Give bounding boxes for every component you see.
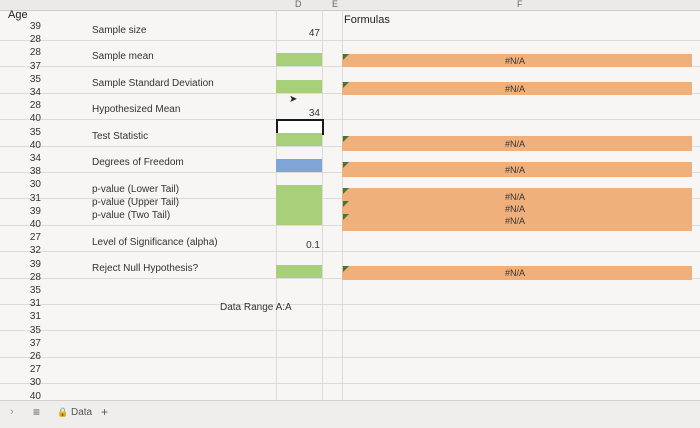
comment-marker-icon: [343, 214, 349, 220]
formula-p-lower-value: #N/A: [504, 192, 525, 202]
formula-dof-value: #N/A: [504, 165, 525, 175]
age-cell[interactable]: 27: [29, 232, 41, 244]
label-p-two[interactable]: p-value (Two Tail): [92, 210, 171, 221]
label-test-statistic[interactable]: Test Statistic: [92, 131, 149, 142]
age-cell[interactable]: 37: [29, 60, 41, 72]
age-cell[interactable]: 40: [29, 113, 41, 125]
sheet-menu-icon[interactable]: ≡: [33, 405, 41, 419]
age-cell[interactable]: 40: [29, 390, 41, 402]
lock-icon: 🔒: [57, 407, 69, 417]
sheet-tab-label: Data: [71, 407, 93, 418]
formula-p-upper-value: #N/A: [504, 204, 525, 214]
comment-marker-icon: [343, 266, 349, 272]
comment-marker-icon: [343, 82, 349, 88]
grid-line: [0, 357, 700, 358]
grid-line: [322, 10, 323, 400]
degrees-of-freedom-cell[interactable]: [276, 159, 322, 172]
sample-size-value[interactable]: 47: [308, 28, 320, 39]
age-cell[interactable]: 28: [29, 47, 41, 59]
column-e-header[interactable]: E: [332, 0, 339, 9]
formula-test-statistic[interactable]: [342, 136, 692, 151]
age-cell[interactable]: 28: [29, 271, 41, 283]
label-data-range[interactable]: Data Range A:A: [220, 302, 292, 313]
formula-reject-null-value: #N/A: [504, 268, 525, 278]
age-cell[interactable]: 40: [29, 139, 41, 151]
label-p-upper[interactable]: p-value (Upper Tail): [92, 197, 180, 208]
age-cell[interactable]: 37: [29, 337, 41, 349]
label-p-lower[interactable]: p-value (Lower Tail): [92, 184, 180, 195]
formula-p-values[interactable]: [342, 188, 692, 231]
age-cell[interactable]: 35: [29, 285, 41, 296]
label-alpha[interactable]: Level of Significance (alpha): [92, 237, 218, 248]
formula-p-two-value: #N/A: [504, 216, 525, 226]
comment-marker-icon: [343, 162, 349, 168]
sample-sd-cell[interactable]: [276, 80, 322, 93]
age-cell[interactable]: 35: [29, 73, 41, 85]
formula-sample-mean-value: #N/A: [504, 56, 525, 66]
grid-line: [0, 383, 700, 384]
test-statistic-cell[interactable]: [276, 133, 322, 146]
column-header-bar: D E F: [0, 0, 700, 11]
age-cell[interactable]: 39: [29, 21, 41, 32]
mouse-cursor-icon: ➤: [289, 94, 298, 105]
age-cell[interactable]: 30: [29, 377, 41, 389]
age-cell[interactable]: 31: [29, 298, 41, 310]
hypothesized-mean-value[interactable]: 34: [308, 108, 320, 119]
grid-line: [0, 330, 700, 331]
comment-marker-icon: [343, 188, 349, 194]
label-sample-mean[interactable]: Sample mean: [92, 51, 154, 62]
age-cell[interactable]: 34: [29, 87, 41, 98]
formula-reject-null[interactable]: [342, 266, 692, 280]
age-cell[interactable]: 40: [29, 219, 41, 230]
age-cell[interactable]: 35: [29, 324, 41, 336]
comment-marker-icon: [343, 136, 349, 142]
grid-line: [0, 251, 700, 252]
grid-line: [0, 119, 700, 120]
grid-line: [0, 304, 700, 305]
age-cell[interactable]: 32: [29, 245, 41, 257]
formula-sample-sd-value: #N/A: [504, 84, 525, 94]
formula-sample-mean[interactable]: [342, 54, 692, 67]
age-cell[interactable]: 34: [29, 153, 41, 164]
sheet-tab-bar: › ≡ 🔒 Data +: [0, 400, 700, 428]
age-cell[interactable]: 30: [29, 179, 41, 191]
nav-arrow-icon[interactable]: ›: [10, 406, 14, 418]
comment-marker-icon: [343, 54, 349, 60]
sheet-tab-data[interactable]: 🔒 Data: [57, 407, 92, 418]
age-cell[interactable]: 28: [29, 100, 41, 112]
spreadsheet-grid: D E F Age 39 28 28 37 35 34 28 40 35 40 34 38 30 31 39…: [0, 0, 700, 402]
comment-marker-icon: [343, 201, 349, 207]
age-cell[interactable]: 35: [29, 126, 41, 138]
age-cell[interactable]: 39: [29, 258, 41, 270]
add-sheet-button[interactable]: +: [101, 405, 109, 419]
label-hypothesized-mean[interactable]: Hypothesized Mean: [92, 104, 181, 115]
formula-degrees-of-freedom[interactable]: [342, 162, 692, 177]
grid-line: [0, 40, 700, 41]
age-cell[interactable]: 38: [29, 166, 41, 178]
formula-test-statistic-value: #N/A: [504, 139, 525, 149]
age-cell[interactable]: 26: [29, 351, 41, 362]
age-cell[interactable]: 31: [29, 192, 41, 204]
age-cell[interactable]: 31: [29, 311, 41, 323]
formula-sample-sd[interactable]: [342, 82, 692, 95]
label-reject-null[interactable]: Reject Null Hypothesis?: [92, 263, 199, 274]
label-degrees-of-freedom[interactable]: Degrees of Freedom: [92, 157, 184, 168]
alpha-value[interactable]: 0.1: [306, 240, 320, 251]
column-d-header[interactable]: D: [295, 0, 302, 9]
reject-null-cell[interactable]: [276, 265, 322, 278]
label-sample-size[interactable]: Sample size: [92, 25, 147, 36]
age-cell[interactable]: 39: [29, 205, 41, 217]
p-values-cell[interactable]: [276, 185, 322, 225]
age-header[interactable]: Age: [8, 9, 28, 21]
age-cell[interactable]: 27: [29, 364, 41, 376]
sample-mean-cell[interactable]: [276, 53, 322, 66]
age-cell[interactable]: 28: [29, 34, 41, 46]
column-f-header[interactable]: F: [517, 0, 523, 9]
formulas-header[interactable]: Formulas: [344, 14, 390, 26]
label-sample-sd[interactable]: Sample Standard Deviation: [92, 78, 214, 89]
